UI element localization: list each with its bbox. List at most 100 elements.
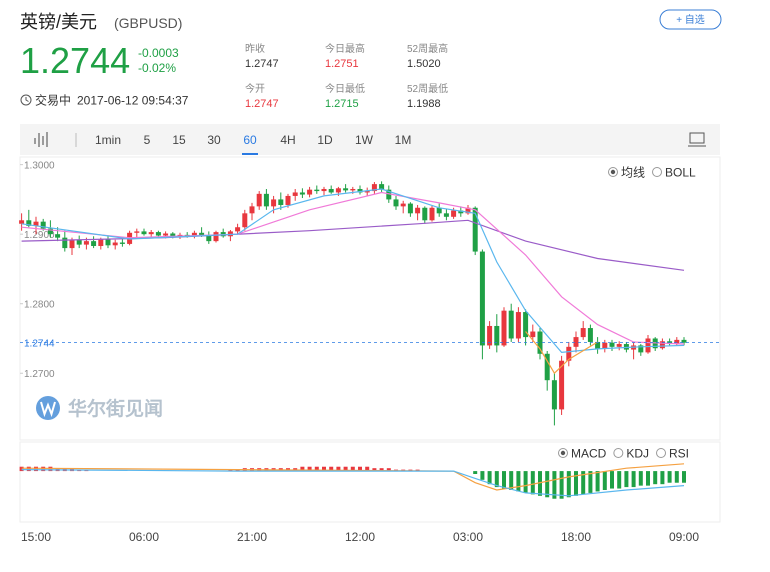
- legend-label[interactable]: MACD: [571, 447, 607, 461]
- pair-code: (GBPUSD): [114, 15, 182, 31]
- ma-line: [21, 188, 685, 354]
- candle-body: [400, 203, 406, 207]
- macd-bar: [610, 471, 614, 489]
- monitor-screen[interactable]: [689, 132, 705, 144]
- macd-bar: [307, 466, 312, 472]
- candle-body: [623, 344, 629, 350]
- candle-body: [19, 220, 25, 224]
- stat-value: 1.2751: [325, 58, 359, 70]
- period-tab[interactable]: 60: [243, 133, 257, 147]
- candle-body: [364, 191, 370, 193]
- stat-value: 1.2747: [245, 58, 279, 70]
- last-price-label: 1.2744: [24, 339, 55, 350]
- legend-label[interactable]: BOLL: [665, 166, 696, 180]
- macd-bar: [487, 471, 492, 485]
- candle-body: [299, 192, 305, 195]
- candle-body: [587, 328, 593, 342]
- macd-bar: [530, 471, 535, 495]
- macd-bar: [545, 471, 550, 498]
- candle-body: [494, 325, 500, 346]
- period-tab[interactable]: 1min: [95, 133, 121, 147]
- candle-body: [379, 184, 385, 190]
- candle-body: [436, 207, 442, 214]
- candle-body: [659, 341, 665, 349]
- candle-body: [33, 221, 39, 226]
- stat-label: 今日最低: [325, 82, 365, 95]
- candle-body: [235, 227, 241, 232]
- candle-body: [249, 206, 255, 214]
- candle-body: [119, 242, 125, 244]
- legend-label[interactable]: KDJ: [626, 447, 649, 461]
- candle-body: [285, 195, 291, 205]
- candle-body: [69, 239, 75, 249]
- candle-body: [112, 242, 118, 246]
- macd-bar: [19, 466, 24, 472]
- candle-body: [487, 325, 493, 346]
- period-tab[interactable]: 1M: [395, 133, 412, 147]
- candle-body: [105, 239, 111, 246]
- candle-body: [263, 193, 269, 207]
- x-tick-label: 15:00: [21, 530, 51, 544]
- candle-body: [465, 207, 471, 214]
- candle-body: [335, 188, 341, 193]
- legend-radio[interactable]: [613, 448, 624, 458]
- candle-body: [371, 184, 377, 192]
- watermark-logo-mark: [40, 401, 56, 418]
- candle-body: [429, 207, 435, 221]
- legend-label[interactable]: RSI: [669, 447, 689, 461]
- macd-bar: [559, 471, 564, 499]
- fullscreen-icon[interactable]: [688, 132, 706, 147]
- watermark-text: 华尔街见闻: [68, 397, 163, 420]
- candle-body: [508, 310, 514, 339]
- chart-type-icon[interactable]: [34, 132, 48, 147]
- price-panel: [19, 156, 721, 441]
- candle-body: [602, 342, 608, 349]
- y-tick-label: 1.2800: [24, 300, 55, 311]
- macd-bar: [473, 471, 478, 474]
- macd-bar: [314, 466, 319, 472]
- candle-body: [566, 346, 572, 361]
- macd-bar: [516, 471, 521, 492]
- stat-value: 1.1988: [407, 98, 441, 110]
- candle-body: [544, 353, 550, 381]
- macd-bar: [343, 466, 348, 472]
- macd-bar: [358, 466, 362, 472]
- macd-bar: [235, 469, 240, 472]
- macd-bar: [602, 471, 607, 490]
- macd-bar: [523, 471, 528, 493]
- macd-bar: [372, 468, 377, 472]
- macd-bar: [480, 471, 485, 480]
- legend-radio-dot: [560, 450, 566, 456]
- legend-radio[interactable]: [652, 167, 663, 177]
- legend-label[interactable]: 均线: [621, 166, 645, 180]
- period-tab[interactable]: 15: [172, 133, 186, 147]
- candle-body: [155, 232, 161, 236]
- candle-body: [62, 237, 68, 249]
- candle-body: [472, 207, 478, 252]
- watch-button[interactable]: + 自选: [659, 9, 722, 30]
- period-tab[interactable]: 30: [207, 133, 221, 147]
- candle-body: [595, 341, 601, 349]
- candle-body: [314, 189, 320, 192]
- stat-value: 1.2747: [245, 98, 279, 110]
- candle-body: [573, 337, 579, 347]
- legend-radio[interactable]: [656, 448, 667, 458]
- watch-button-frame[interactable]: [659, 9, 722, 30]
- candle-body: [278, 199, 284, 205]
- candle-body: [256, 193, 262, 207]
- macd-bar: [502, 471, 506, 489]
- x-tick-label: 12:00: [345, 530, 375, 544]
- clock-hands: [25, 97, 29, 102]
- candle-body: [91, 241, 97, 247]
- macd-bar: [365, 466, 370, 472]
- period-tab[interactable]: 4H: [280, 133, 295, 147]
- period-tab[interactable]: 1D: [317, 133, 333, 147]
- periods: 1min 5 15 30 60 4H 1D 1W 1M: [95, 133, 412, 155]
- x-tick-label: 09:00: [669, 530, 699, 544]
- macd-bar: [386, 468, 391, 472]
- period-tab[interactable]: 1W: [355, 133, 374, 147]
- watch-label[interactable]: + 自选: [676, 13, 705, 26]
- macd-bar: [667, 471, 672, 483]
- period-tab[interactable]: 5: [144, 133, 151, 147]
